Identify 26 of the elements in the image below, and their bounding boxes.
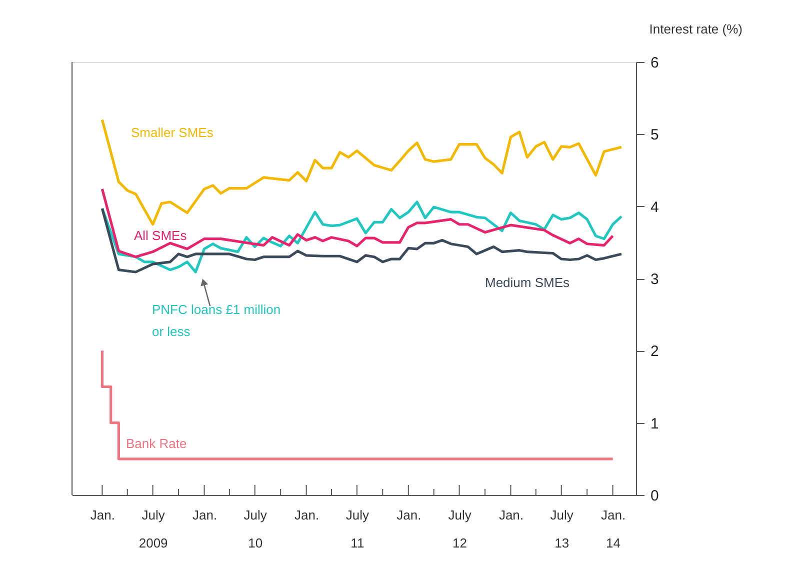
y-tick-label: 3 bbox=[650, 271, 659, 288]
x-tick-label: July 13 bbox=[550, 508, 574, 550]
x-tick-label: July 2009 bbox=[138, 508, 168, 550]
y-tick-label: 4 bbox=[650, 198, 659, 216]
y-tick-label: 6 bbox=[650, 54, 659, 72]
y-axis-title: Interest rate (%) bbox=[649, 22, 742, 36]
x-tick-label: Jan. bbox=[396, 508, 422, 522]
x-tick-label: Jan. 14 bbox=[601, 508, 626, 550]
x-tick-label: Jan. bbox=[294, 508, 320, 522]
x-tick-label: July 12 bbox=[448, 508, 472, 550]
x-tick-label: July 10 bbox=[244, 508, 268, 550]
y-tick-label: 0 bbox=[650, 488, 659, 504]
x-tick-label: Jan. bbox=[90, 508, 115, 522]
line-series bbox=[100, 118, 623, 226]
y-tick-label: 5 bbox=[650, 126, 659, 144]
text: PNFC loans £1 million or less bbox=[152, 302, 281, 339]
y-tick-label: 1 bbox=[650, 415, 659, 432]
x-tick-label: July 11 bbox=[346, 508, 370, 550]
x-tick-label: Jan. bbox=[192, 508, 218, 522]
series-label: Smaller SMEs bbox=[131, 125, 214, 140]
x-tick-label: Jan. bbox=[498, 508, 524, 522]
series-label: Medium SMEs bbox=[485, 275, 570, 290]
line-series bbox=[100, 188, 614, 258]
series-label: All SMEs bbox=[134, 228, 188, 243]
series-label: Bank Rate bbox=[126, 436, 187, 451]
y-tick-label: 2 bbox=[650, 343, 659, 360]
